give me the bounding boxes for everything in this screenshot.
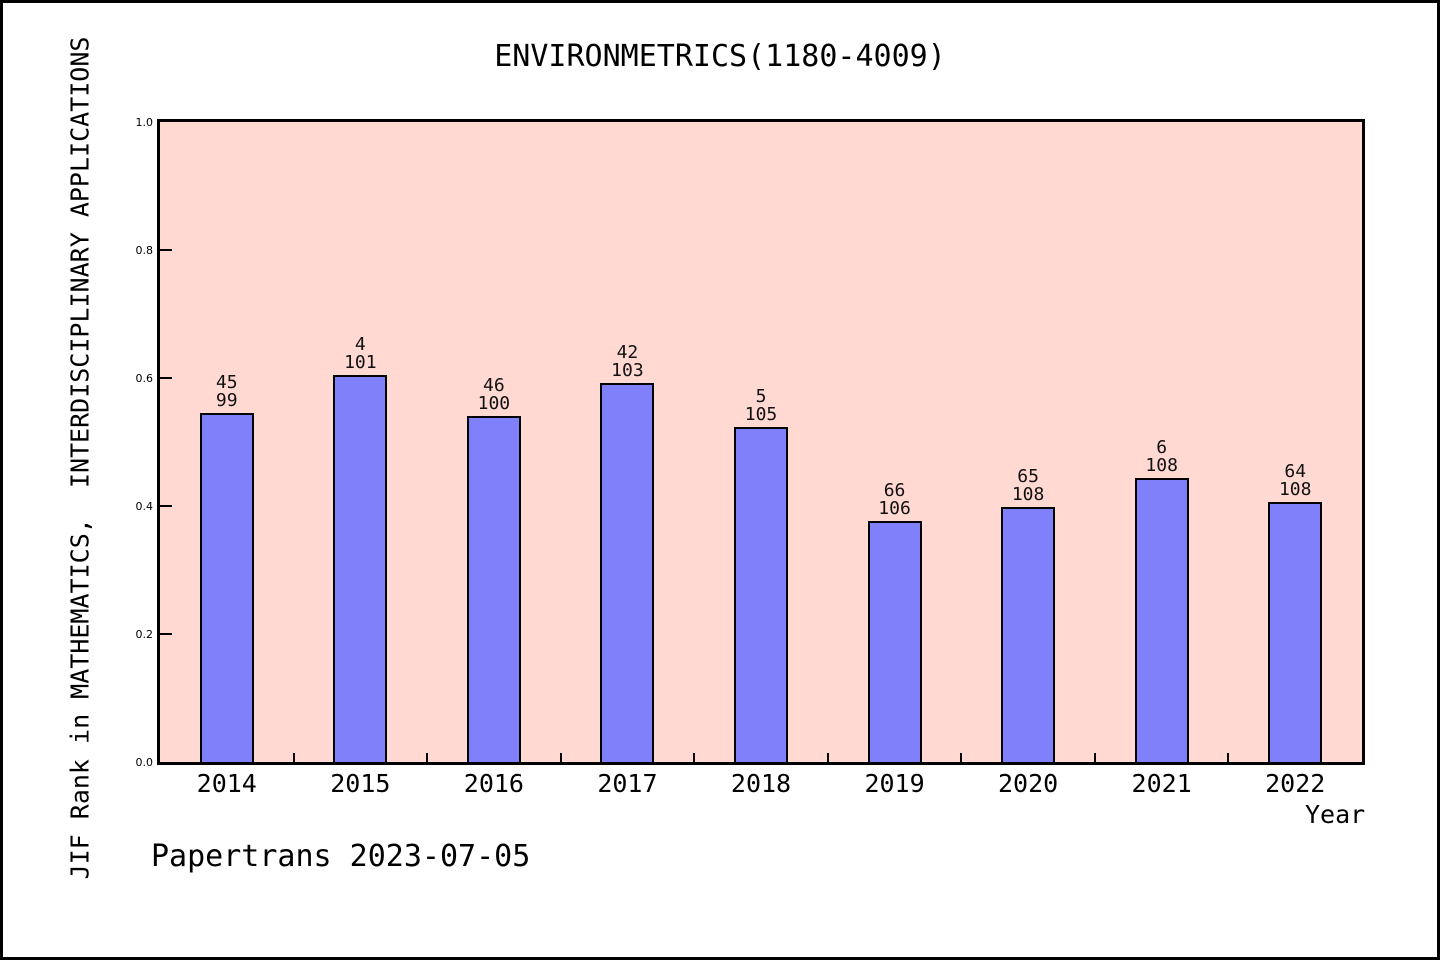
bar-value-label: 64 108 — [1245, 463, 1345, 499]
bar-value-label: 4 101 — [310, 336, 410, 372]
x-minor-tick — [960, 753, 963, 762]
x-minor-tick — [292, 753, 295, 762]
bar-value-label: 66 106 — [845, 482, 945, 518]
x-minor-tick — [426, 753, 429, 762]
bar-label-rank: 46 — [483, 375, 505, 396]
y-tick-label: 0.2 — [135, 628, 154, 641]
chart-title: ENVIRONMETRICS(1180-4009) — [494, 39, 946, 74]
x-axis-title: Year — [1305, 800, 1366, 829]
y-tick-label: 0.8 — [135, 244, 154, 257]
bar-2022 — [1268, 502, 1323, 762]
x-minor-tick — [1093, 753, 1096, 762]
bar-2020 — [1001, 507, 1056, 762]
bar-value-label: 42 103 — [577, 344, 677, 380]
bar-label-total: 108 — [1145, 455, 1178, 476]
y-tick-mark — [160, 633, 172, 635]
bar-label-rank: 64 — [1284, 461, 1307, 482]
x-tick-label-2021: 2021 — [1131, 769, 1192, 798]
x-tick-label-2019: 2019 — [864, 769, 925, 798]
x-tick-label-2015: 2015 — [330, 769, 391, 798]
x-tick-label-2018: 2018 — [730, 769, 792, 798]
bar-2018 — [734, 427, 788, 762]
bar-label-total: 105 — [744, 404, 778, 425]
bar-2019 — [867, 521, 922, 762]
bar-label-rank: 6 — [1156, 437, 1168, 458]
bar-value-label: 45 99 — [177, 374, 277, 410]
bar-value-label: 6 108 — [1112, 439, 1212, 475]
bar-label-rank: 5 — [755, 386, 767, 407]
y-tick-label: 0.4 — [135, 500, 154, 513]
bar-value-label: 5 105 — [711, 388, 811, 424]
bar-label-total: 108 — [1011, 484, 1045, 505]
bar-label-rank: 45 — [215, 372, 238, 393]
bar-label-total: 108 — [1278, 479, 1312, 500]
x-minor-tick — [1227, 753, 1230, 762]
x-tick-label-2020: 2020 — [998, 769, 1059, 798]
y-tick-label: 0.6 — [135, 372, 154, 385]
bar-label-total: 99 — [215, 390, 238, 411]
bar-label-total: 103 — [611, 360, 644, 381]
bar-label-rank: 65 — [1017, 466, 1039, 487]
y-tick-mark — [160, 505, 172, 507]
bar-label-rank: 4 — [354, 334, 366, 355]
bar-label-total: 106 — [878, 498, 911, 519]
bar-2014 — [199, 413, 254, 762]
bar-label-rank: 66 — [883, 480, 906, 501]
y-tick-label: 1.0 — [135, 116, 154, 129]
x-minor-tick — [826, 753, 829, 762]
bar-2017 — [600, 383, 655, 762]
x-tick-label-2016: 2016 — [463, 769, 524, 798]
bar-value-label: 46 100 — [444, 377, 544, 413]
bar-label-total: 100 — [477, 393, 511, 414]
watermark-text: Papertrans 2023-07-05 — [151, 839, 531, 874]
x-tick-label-2022: 2022 — [1265, 769, 1326, 798]
x-tick-label-2017: 2017 — [597, 769, 658, 798]
bar-label-total: 101 — [344, 352, 377, 373]
x-tick-label-2014: 2014 — [196, 769, 257, 798]
x-minor-tick — [559, 753, 562, 762]
plot-area: 45 99 4 101 46 100 42 103 5 105 66 106 65 108 6 108 64 10… — [157, 119, 1365, 765]
bar-2015 — [333, 375, 388, 762]
bar-2021 — [1134, 478, 1189, 762]
bar-label-rank: 42 — [616, 342, 639, 363]
y-tick-mark — [160, 377, 172, 379]
bar-value-label: 65 108 — [978, 468, 1078, 504]
y-axis-label: JIF Rank in MATHEMATICS, INTERDISCIPLINA… — [65, 36, 95, 880]
y-tick-mark — [160, 249, 172, 251]
x-minor-tick — [693, 753, 696, 762]
bar-2016 — [466, 416, 521, 762]
y-tick-label: 0.0 — [135, 756, 154, 769]
